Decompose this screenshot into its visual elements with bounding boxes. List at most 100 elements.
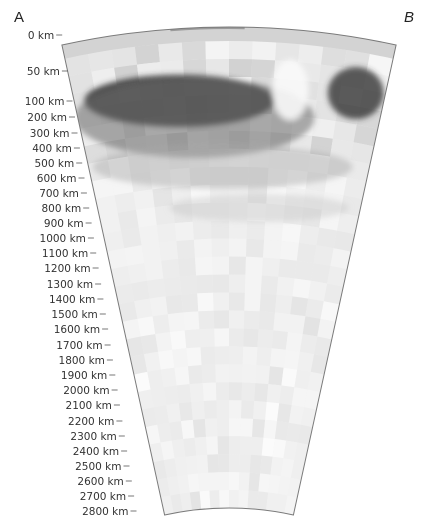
velocity-cell <box>332 121 357 143</box>
velocity-cell <box>163 385 179 406</box>
velocity-cell <box>170 493 183 514</box>
velocity-cell <box>314 336 332 357</box>
velocity-cell <box>229 256 246 275</box>
velocity-cell <box>229 220 248 239</box>
velocity-anomaly <box>272 59 309 120</box>
velocity-cell <box>117 209 139 231</box>
velocity-cell <box>239 454 251 473</box>
velocity-cell <box>275 493 288 514</box>
velocity-cell <box>204 418 218 437</box>
velocity-cell <box>281 223 302 243</box>
velocity-cell <box>263 239 282 259</box>
section-outline <box>61 26 397 516</box>
velocity-cell <box>229 274 246 293</box>
velocity-cell <box>196 454 209 474</box>
velocity-cell <box>169 421 184 441</box>
velocity-cell <box>144 351 161 372</box>
velocity-cell <box>178 257 197 277</box>
velocity-cell <box>253 401 267 420</box>
velocity-cell <box>257 329 274 349</box>
velocity-cell <box>163 276 182 297</box>
velocity-cell <box>229 382 243 401</box>
velocity-cell <box>212 274 229 293</box>
depth-label: 500 km <box>34 158 74 170</box>
depth-label: 600 km <box>37 173 77 185</box>
depth-label: 900 km <box>44 218 84 230</box>
velocity-cell <box>114 283 135 305</box>
depth-label: 50 km <box>27 66 60 78</box>
velocity-cell <box>256 491 269 511</box>
depth-label: 800 km <box>41 203 81 215</box>
depth-label: 100 km <box>25 96 65 108</box>
velocity-cell <box>133 189 155 210</box>
velocity-cell <box>178 402 193 422</box>
velocity-cell <box>241 400 255 419</box>
velocity-cell <box>350 142 374 164</box>
velocity-cell <box>240 418 254 437</box>
velocity-cell <box>145 424 161 445</box>
velocity-cell <box>118 301 138 322</box>
velocity-cell <box>144 260 164 281</box>
depth-label: 2800 km <box>82 506 128 518</box>
velocity-cell <box>279 385 295 406</box>
velocity-cell <box>273 312 291 332</box>
velocity-cell <box>250 436 264 456</box>
velocity-cell <box>177 474 190 494</box>
velocity-cell <box>353 124 378 147</box>
velocity-cell <box>248 472 261 492</box>
velocity-cell <box>229 490 239 509</box>
velocity-cell <box>285 332 303 352</box>
velocity-cell <box>114 192 137 213</box>
velocity-cell <box>261 437 275 457</box>
velocity-cell <box>208 472 220 491</box>
velocity-cell <box>189 491 202 511</box>
velocity-anomaly <box>169 193 350 222</box>
velocity-cell <box>160 440 175 461</box>
depth-label: 200 km <box>27 112 67 124</box>
velocity-cell <box>152 187 174 208</box>
velocity-cell <box>219 490 229 509</box>
velocity-cell <box>214 328 229 347</box>
velocity-cell <box>176 239 195 259</box>
depth-label: 1200 km <box>44 263 90 275</box>
velocity-cell <box>229 418 241 437</box>
velocity-cell <box>343 177 367 200</box>
velocity-cell <box>205 41 229 60</box>
velocity-cell <box>189 383 204 402</box>
velocity-cell <box>163 458 178 478</box>
velocity-cell <box>298 44 324 65</box>
velocity-cell <box>149 296 168 317</box>
velocity-cell <box>174 221 194 241</box>
depth-label: 1300 km <box>47 279 93 291</box>
velocity-cell <box>310 135 333 157</box>
velocity-cell <box>111 46 137 68</box>
velocity-cell <box>286 422 301 443</box>
velocity-cell <box>130 280 150 302</box>
velocity-cell <box>346 160 371 182</box>
velocity-cell <box>197 472 210 492</box>
velocity-cell <box>159 241 179 261</box>
velocity-cell <box>327 265 348 287</box>
velocity-cell <box>258 473 271 493</box>
velocity-cell <box>245 256 263 276</box>
velocity-cell <box>182 59 207 79</box>
velocity-cell <box>121 227 142 249</box>
velocity-cell <box>244 274 262 294</box>
depth-label: 1400 km <box>49 294 95 306</box>
velocity-cell <box>241 382 256 401</box>
velocity-cell <box>202 382 217 401</box>
velocity-cell <box>174 456 188 477</box>
velocity-cell <box>84 142 108 164</box>
velocity-cell <box>246 238 265 258</box>
depth-label: 2300 km <box>70 431 116 443</box>
velocity-cell <box>95 195 118 217</box>
velocity-cell <box>275 42 300 63</box>
velocity-cell <box>278 258 297 279</box>
velocity-cell <box>110 265 131 287</box>
depth-label: 2700 km <box>80 491 126 503</box>
velocity-cell <box>287 477 302 498</box>
velocity-cell <box>229 454 240 473</box>
velocity-cell <box>260 455 273 475</box>
velocity-cell <box>136 207 157 228</box>
velocity-cell <box>300 407 317 428</box>
